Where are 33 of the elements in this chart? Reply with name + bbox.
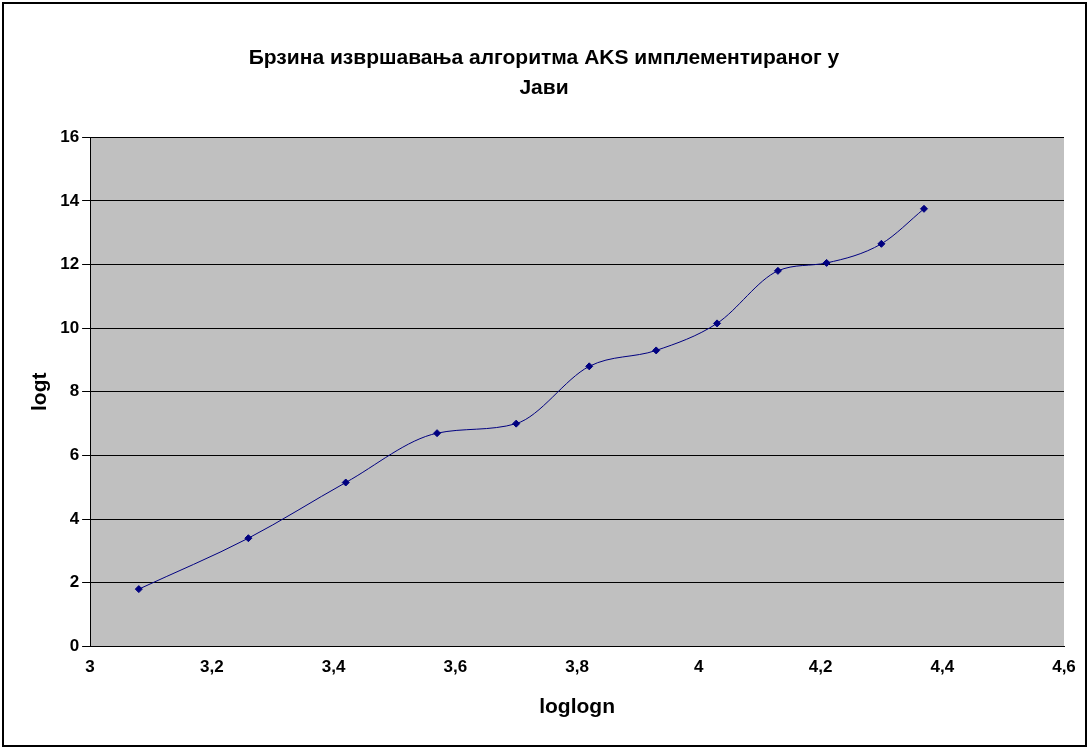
x-tick-label: 4,4 [930,657,955,677]
point [877,239,886,248]
point [822,258,831,267]
y-tick-label: 6 [69,445,80,465]
point [652,346,661,355]
point [713,319,722,328]
chart-title: Брзина извршавања алгоритма AKS имплементираног у Јави [247,44,841,100]
x-tick-label: 3,4 [321,657,346,677]
y-tick-label: 0 [69,636,80,656]
point [773,266,782,275]
y-tick-label: 4 [69,508,80,528]
x-tick-label: 3,8 [565,657,589,677]
y-axis-title: logt [27,372,51,412]
y-tick-label: 16 [60,126,80,146]
x-tick-label: 4,2 [808,657,833,677]
x-tick-label: 3 [85,657,95,677]
y-tick-label: 2 [69,572,80,592]
x-tick-label: 4,6 [1052,657,1076,677]
y-tick-label: 12 [60,254,80,274]
point [512,419,521,428]
x-tick-label: 4 [694,657,705,677]
point [244,534,253,543]
x-tick-label: 3,6 [443,657,468,677]
y-tick-label: 10 [60,317,80,337]
x-axis-title: loglogn [539,694,615,718]
y-tick-label: 14 [60,190,80,210]
point [341,478,350,487]
point [433,429,442,438]
point [920,204,928,213]
point [134,585,143,594]
x-tick-label: 3,2 [200,657,224,677]
y-tick-label: 8 [69,381,80,401]
point [585,362,594,371]
